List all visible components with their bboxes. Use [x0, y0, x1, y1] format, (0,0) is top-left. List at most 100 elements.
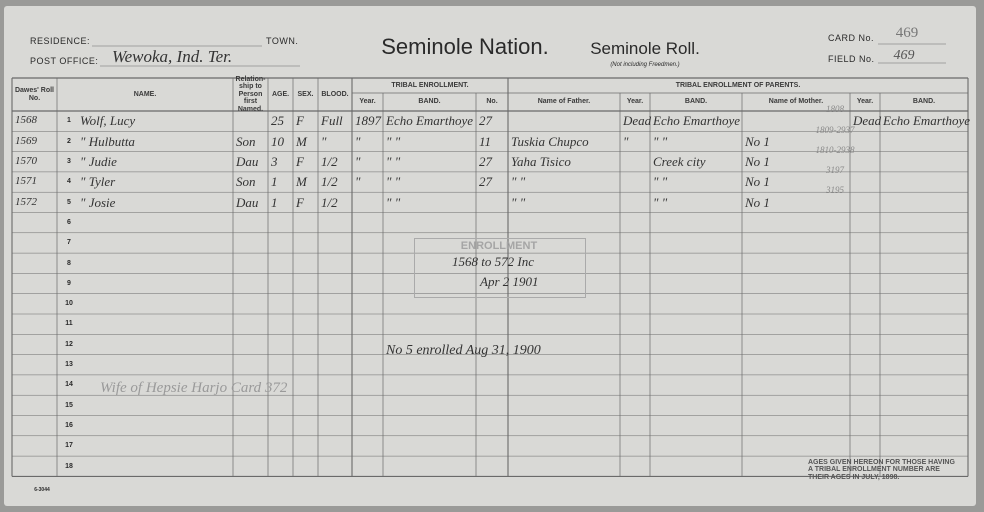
line-number: 3: [67, 158, 71, 166]
cell: 1/2: [321, 174, 338, 190]
line-number: 16: [65, 421, 73, 429]
cell: M: [296, 133, 307, 149]
cell: " ": [386, 153, 401, 169]
line-number: 17: [65, 442, 73, 450]
group-header: TRIBAL ENROLLMENT OF PARENTS.: [675, 81, 801, 89]
cell: Wolf, Lucy: [80, 113, 136, 129]
cell: Dau: [236, 194, 259, 210]
cell: 1569: [15, 134, 37, 147]
title: Seminole Nation.: [381, 34, 549, 60]
paper: [4, 6, 976, 506]
town-label: TOWN.: [266, 36, 299, 47]
post-office-label: POST OFFICE:: [30, 56, 99, 67]
cell: " Tyler: [80, 174, 116, 190]
line-number: 18: [65, 462, 73, 470]
line-number: 15: [65, 401, 73, 409]
cell: No 1: [745, 194, 770, 210]
pencil-note: 3195: [826, 185, 844, 196]
line-number: 14: [65, 381, 73, 389]
cell: Echo Emarthoye: [883, 113, 971, 129]
card-no: 469: [895, 25, 919, 42]
roll-title: Seminole Roll.: [590, 39, 700, 59]
cell: " Josie: [80, 194, 116, 210]
cell: 1572: [15, 195, 37, 208]
pencil-note: 1809-2937: [815, 124, 855, 135]
cell: ": [355, 174, 361, 190]
cell: Full: [321, 113, 343, 129]
enrolled-note: No 5 enrolled Aug 31, 1900: [386, 342, 541, 358]
column-header: Year.: [856, 98, 874, 106]
column-header: SEX.: [297, 90, 314, 98]
post-office: Wewoka, Ind. Ter.: [112, 47, 233, 67]
column-header: Name of Mother.: [768, 98, 824, 106]
column-header: Dawes' Roll No.: [14, 87, 54, 102]
column-header: Year.: [626, 98, 644, 106]
cell: 1: [271, 194, 278, 210]
line-number: 10: [65, 300, 73, 308]
line-number: 7: [67, 239, 71, 247]
cell: Dau: [236, 153, 259, 169]
form-number: 6-3044: [34, 487, 50, 494]
cell: M: [296, 174, 307, 190]
footer-note: AGES GIVEN HEREON FOR THOSE HAVING A TRI…: [808, 458, 955, 481]
line-number: 2: [67, 137, 71, 145]
roll-note: (Not including Freedmen.): [610, 61, 680, 68]
cell: 27: [479, 153, 492, 169]
cell: No 1: [745, 174, 770, 190]
cell: No 1: [745, 133, 770, 149]
cell: 1/2: [321, 153, 338, 169]
wife-note: Wife of Hepsie Harjo Card 372: [100, 380, 288, 397]
field-no: 469: [893, 47, 915, 63]
pencil-note: 1808: [826, 104, 844, 115]
stamp-range: 1568 to 572 Inc: [452, 254, 534, 270]
line-number: 4: [67, 178, 71, 186]
column-header: Relation-ship to Person first Named.: [235, 76, 266, 113]
pencil-note: 3197: [826, 165, 844, 176]
cell: Tuskia Chupco: [511, 133, 589, 149]
line-number: 6: [67, 218, 71, 226]
cell: Son: [236, 133, 256, 149]
column-header: BAND.: [912, 98, 936, 106]
group-header: TRIBAL ENROLLMENT.: [391, 81, 469, 89]
line-number: 13: [65, 361, 73, 369]
line-number: 1: [67, 117, 71, 125]
pencil-note: 1810-2938: [815, 144, 855, 155]
cell: " ": [653, 174, 668, 190]
cell: Creek city: [653, 153, 706, 169]
cell: Dead: [623, 113, 652, 129]
cell: Echo Emarthoye: [386, 113, 474, 129]
cell: 1897: [355, 113, 381, 129]
stamp-box: [414, 238, 586, 298]
cell: " ": [386, 174, 401, 190]
cell: " Hulbutta: [80, 133, 135, 149]
cell: F: [296, 153, 304, 169]
line-number: 8: [67, 259, 71, 267]
cell: 27: [479, 174, 492, 190]
column-header: Year.: [359, 98, 376, 106]
cell: ": [321, 133, 327, 149]
column-header: BAND.: [418, 98, 441, 106]
cell: " ": [511, 194, 526, 210]
column-header: BAND.: [684, 98, 708, 106]
residence-label: RESIDENCE:: [30, 36, 91, 47]
stamp-date: Apr 2 1901: [480, 274, 539, 290]
column-header: AGE.: [271, 90, 290, 98]
cell: 3: [271, 153, 278, 169]
cell: " ": [653, 194, 668, 210]
cell: Yaha Tisico: [511, 153, 571, 169]
line-number: 5: [67, 198, 71, 206]
cell: ": [355, 153, 361, 169]
line-number: 12: [65, 340, 73, 348]
cell: Dead: [853, 113, 882, 129]
cell: 1/2: [321, 194, 338, 210]
cell: ": [623, 133, 629, 149]
cell: " ": [511, 174, 526, 190]
cell: ": [355, 133, 361, 149]
column-header: NAME.: [133, 90, 157, 98]
cell: 1570: [15, 154, 37, 167]
cell: " Judie: [80, 153, 117, 169]
stamp-title: ENROLLMENT: [460, 240, 538, 253]
column-header: BLOOD.: [321, 90, 349, 98]
cell: F: [296, 194, 304, 210]
